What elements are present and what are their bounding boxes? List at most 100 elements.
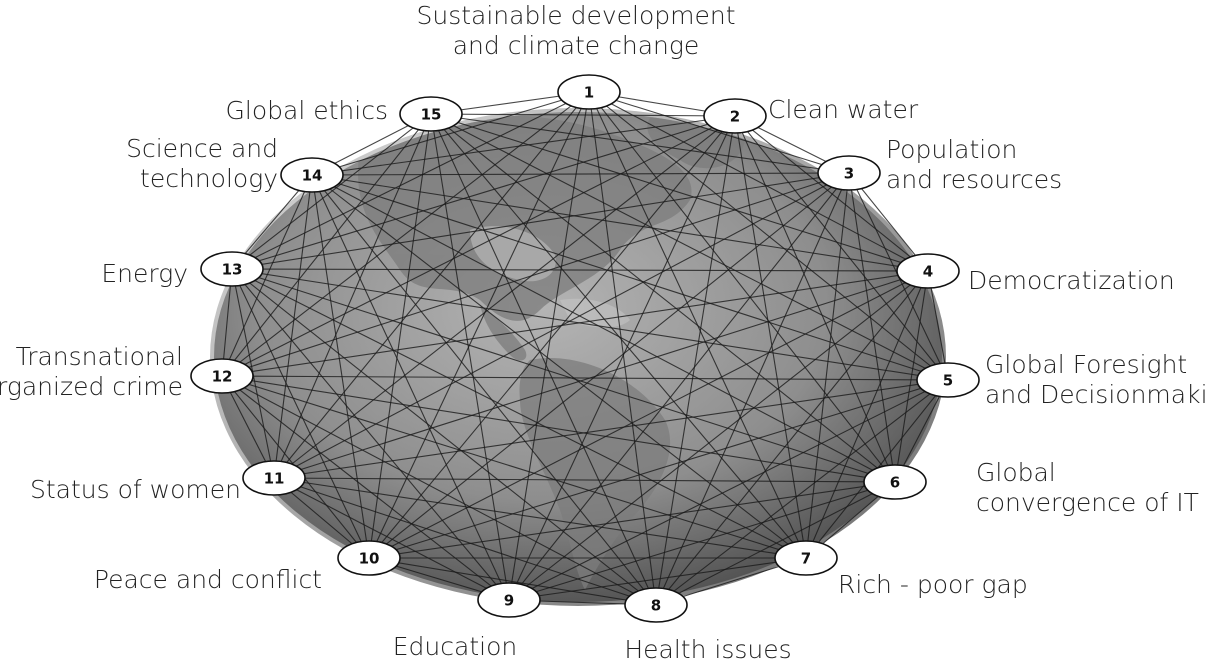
connection-4-8 — [655, 270, 929, 606]
connection-3-9 — [508, 172, 850, 601]
connection-9-15 — [430, 113, 510, 601]
node-5: 5 — [916, 362, 980, 398]
connection-1-13 — [231, 91, 590, 270]
node-label-12-line-1: Transnational — [16, 342, 183, 371]
connection-6-10 — [368, 481, 896, 559]
node-8: 8 — [624, 587, 688, 623]
connection-9-12 — [221, 375, 510, 601]
node-oval — [280, 157, 344, 193]
connection-4-13 — [231, 268, 929, 272]
connection-8-12 — [221, 375, 657, 606]
connection-2-11 — [273, 115, 736, 479]
node-oval — [817, 155, 881, 191]
connection-6-12 — [221, 375, 896, 483]
connection-3-14 — [311, 172, 850, 176]
node-label-10-line-1: Peace and conflict — [94, 565, 322, 594]
node-10: 10 — [337, 540, 401, 576]
connection-lines — [221, 91, 949, 606]
node-12: 12 — [190, 358, 254, 394]
node-label-5-line-1: Global Foresight — [985, 350, 1187, 379]
connection-9-14 — [311, 174, 510, 601]
node-oval — [200, 251, 264, 287]
connection-10-14 — [311, 174, 370, 559]
connection-3-13 — [231, 172, 850, 270]
connection-1-12 — [221, 91, 590, 377]
node-number: 12 — [212, 368, 233, 386]
node-label-14-line-2: technology — [140, 164, 278, 193]
node-3: 3 — [817, 155, 881, 191]
connection-4-6 — [894, 270, 929, 483]
connection-7-15 — [430, 113, 807, 559]
connection-10-15 — [368, 113, 432, 559]
node-label-14-line-1: Science and — [126, 134, 278, 163]
connection-2-10 — [368, 115, 736, 559]
connection-3-8 — [655, 172, 850, 606]
connection-4-15 — [430, 113, 929, 272]
connection-4-10 — [368, 270, 929, 559]
connection-11-14 — [273, 174, 313, 479]
node-number: 10 — [359, 550, 380, 568]
node-number: 13 — [222, 261, 243, 279]
connection-12-15 — [221, 113, 432, 377]
connection-1-8 — [588, 91, 657, 606]
node-oval — [557, 74, 621, 110]
connection-7-9 — [508, 557, 807, 601]
connection-5-15 — [430, 113, 949, 381]
connection-6-8 — [655, 481, 896, 606]
connection-1-6 — [588, 91, 896, 483]
connection-6-13 — [231, 268, 896, 483]
connection-1-11 — [273, 91, 590, 479]
connection-4-11 — [273, 270, 929, 479]
connection-6-11 — [273, 477, 896, 483]
node-7: 7 — [774, 540, 838, 576]
node-2: 2 — [703, 98, 767, 134]
connection-8-13 — [231, 268, 657, 606]
node-number: 11 — [264, 470, 285, 488]
node-label-9-line-1: Education — [393, 632, 517, 661]
node-number: 7 — [801, 550, 811, 568]
connection-7-12 — [221, 375, 807, 559]
connection-5-10 — [368, 379, 949, 559]
connection-2-7 — [734, 115, 807, 559]
connection-2-8 — [655, 115, 736, 606]
node-oval — [399, 96, 463, 132]
connection-7-13 — [231, 268, 807, 559]
node-label-2-line-1: Clean water — [768, 95, 919, 124]
connection-8-15 — [430, 113, 657, 606]
node-number: 2 — [730, 108, 740, 126]
connection-2-15 — [430, 113, 736, 117]
node-oval — [863, 464, 927, 500]
node-label-12-line-2: organized crime — [0, 372, 183, 401]
node-number: 5 — [943, 372, 953, 390]
node-oval — [242, 460, 306, 496]
node-11: 11 — [242, 460, 306, 496]
connection-2-12 — [221, 115, 736, 377]
connection-6-14 — [311, 174, 896, 483]
node-number: 8 — [651, 597, 661, 615]
node-label-8-line-1: Health issues — [624, 635, 791, 662]
connection-11-15 — [273, 113, 432, 479]
node-oval — [624, 587, 688, 623]
connection-12-14 — [221, 174, 313, 377]
node-label-11-line-1: Status of women — [30, 475, 241, 504]
connection-5-8 — [655, 379, 949, 606]
connection-3-6 — [848, 172, 896, 483]
connection-5-12 — [221, 375, 949, 381]
node-oval — [916, 362, 980, 398]
node-label-15-line-1: Global ethics — [226, 96, 388, 125]
connection-5-9 — [508, 379, 949, 601]
connection-5-13 — [231, 268, 949, 381]
connection-2-5 — [734, 115, 949, 381]
node-label-6-line-1: Global — [976, 458, 1056, 487]
node-oval — [337, 540, 401, 576]
connection-1-4 — [588, 91, 929, 272]
connection-3-4 — [848, 172, 929, 272]
connection-2-6 — [734, 115, 896, 483]
connection-7-14 — [311, 174, 807, 559]
connection-4-14 — [311, 174, 929, 272]
node-label-5-line-2: and Decisionmaking — [985, 380, 1208, 409]
connection-1-10 — [368, 91, 590, 559]
